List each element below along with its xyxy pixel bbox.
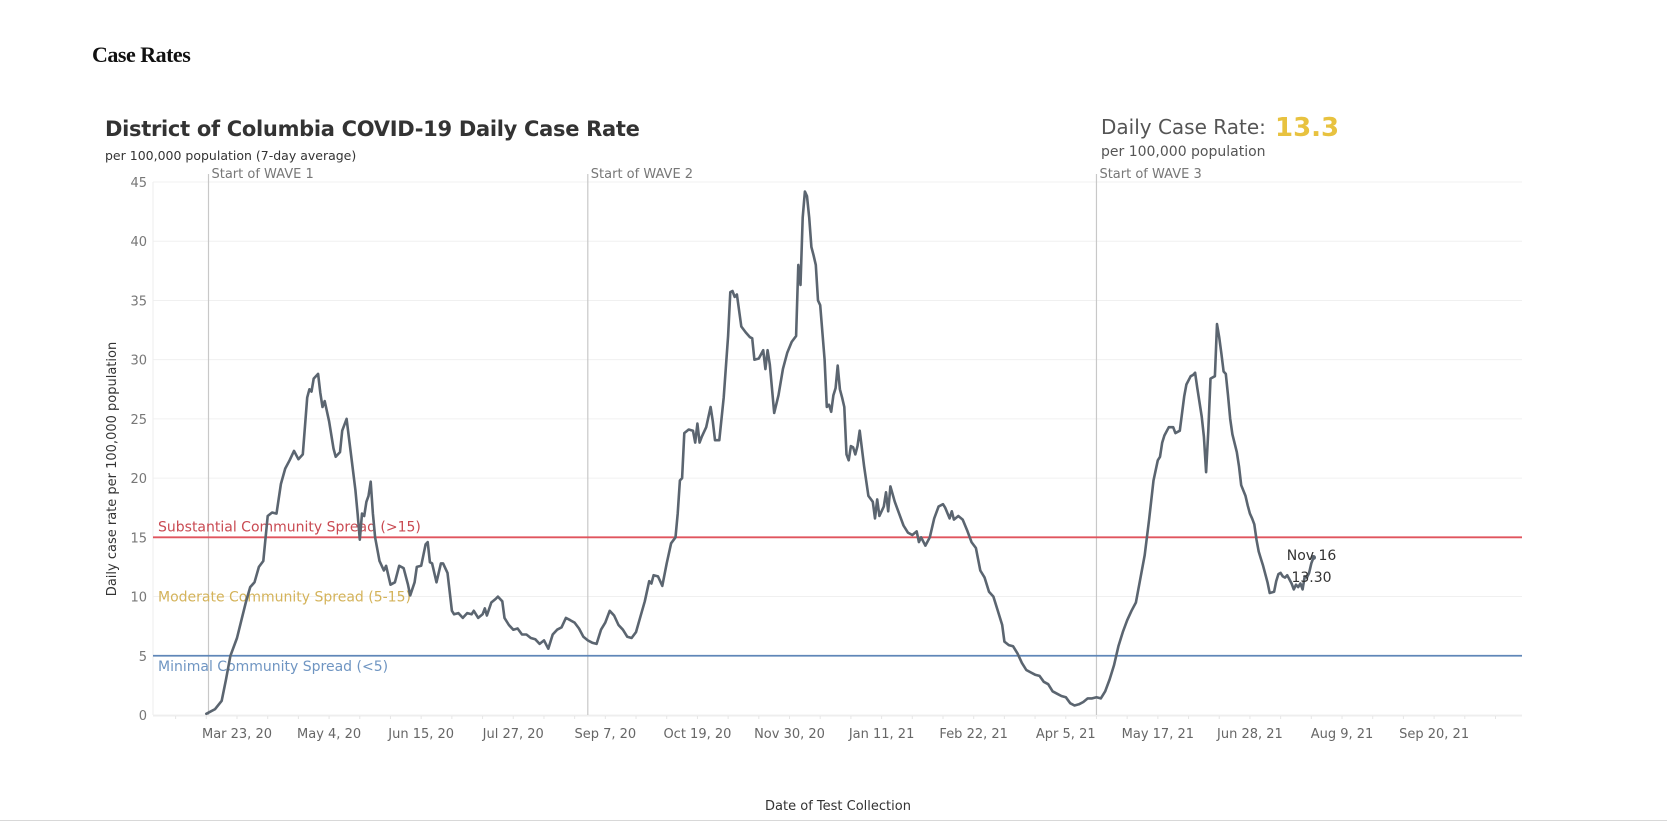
gridlines xyxy=(152,181,1522,719)
last-point-date-label: Nov 16 xyxy=(1287,548,1337,564)
x-tick-label: Sep 7, 20 xyxy=(574,727,636,742)
wave-annotations: Start of WAVE 1 Start of WAVE 2 Start of W… xyxy=(207,167,1202,715)
y-tick-label: 25 xyxy=(130,413,147,428)
y-tick-label: 35 xyxy=(130,294,147,309)
last-point-marker xyxy=(1311,554,1317,560)
x-tick-label: Aug 9, 21 xyxy=(1311,727,1374,742)
kpi-value: 13.3 xyxy=(1275,113,1340,143)
x-tick-label: Mar 23, 20 xyxy=(202,727,272,742)
x-tick-label: Oct 19, 20 xyxy=(663,727,731,742)
x-tick-label: Feb 22, 21 xyxy=(939,727,1008,742)
y-tick-label: 0 xyxy=(139,709,147,724)
wave-start-label: Start of WAVE 1 xyxy=(211,167,313,182)
x-tick-label: Nov 30, 20 xyxy=(754,727,825,742)
kpi-label: Daily Case Rate: xyxy=(1101,115,1266,139)
wave-start-label: Start of WAVE 3 xyxy=(1099,167,1201,182)
x-tick-label: Jul 27, 20 xyxy=(482,727,544,742)
y-axis-ticks: 0 5 10 15 20 25 30 35 40 45 xyxy=(130,176,147,724)
chart-subtitle: per 100,000 population (7-day average) xyxy=(105,148,357,163)
y-tick-label: 40 xyxy=(130,235,147,250)
wave-start-label: Start of WAVE 2 xyxy=(591,167,693,182)
chart-title: District of Columbia COVID-19 Daily Case… xyxy=(105,117,640,141)
x-tick-label: Jun 28, 21 xyxy=(1216,727,1283,742)
x-tick-label: Jan 11, 21 xyxy=(848,727,915,742)
section-title: Case Rates xyxy=(92,42,191,67)
x-tick-label: Apr 5, 21 xyxy=(1036,727,1096,742)
reference-lines: Substantial Community Spread (>15) Modera… xyxy=(153,519,1522,675)
y-tick-label: 15 xyxy=(130,531,147,546)
series-line xyxy=(205,190,1315,716)
y-tick-label: 30 xyxy=(130,354,147,369)
bottom-divider xyxy=(0,820,1667,821)
y-tick-label: 20 xyxy=(130,472,147,487)
x-axis-title: Date of Test Collection xyxy=(765,799,911,814)
reference-label-minimal: Minimal Community Spread (<5) xyxy=(158,659,388,675)
reference-label-moderate: Moderate Community Spread (5-15) xyxy=(158,590,411,606)
last-point-value-label: 13.30 xyxy=(1291,570,1331,586)
y-tick-label: 10 xyxy=(130,591,147,606)
y-tick-label: 45 xyxy=(130,176,147,191)
series-layer xyxy=(205,190,1317,716)
x-tick-label: May 4, 20 xyxy=(297,727,361,742)
x-tick-label: May 17, 21 xyxy=(1122,727,1194,742)
y-axis-title: Daily case rate per 100,000 population xyxy=(105,342,120,596)
y-tick-label: 5 xyxy=(139,650,147,665)
kpi-sublabel: per 100,000 population xyxy=(1101,144,1266,160)
x-axis-ticks: Mar 23, 20 May 4, 20 Jun 15, 20 Jul 27, 20 S… xyxy=(202,727,1469,742)
reference-label-substantial: Substantial Community Spread (>15) xyxy=(158,519,421,535)
x-tick-label: Sep 20, 21 xyxy=(1399,727,1469,742)
x-tick-label: Jun 15, 20 xyxy=(387,727,454,742)
